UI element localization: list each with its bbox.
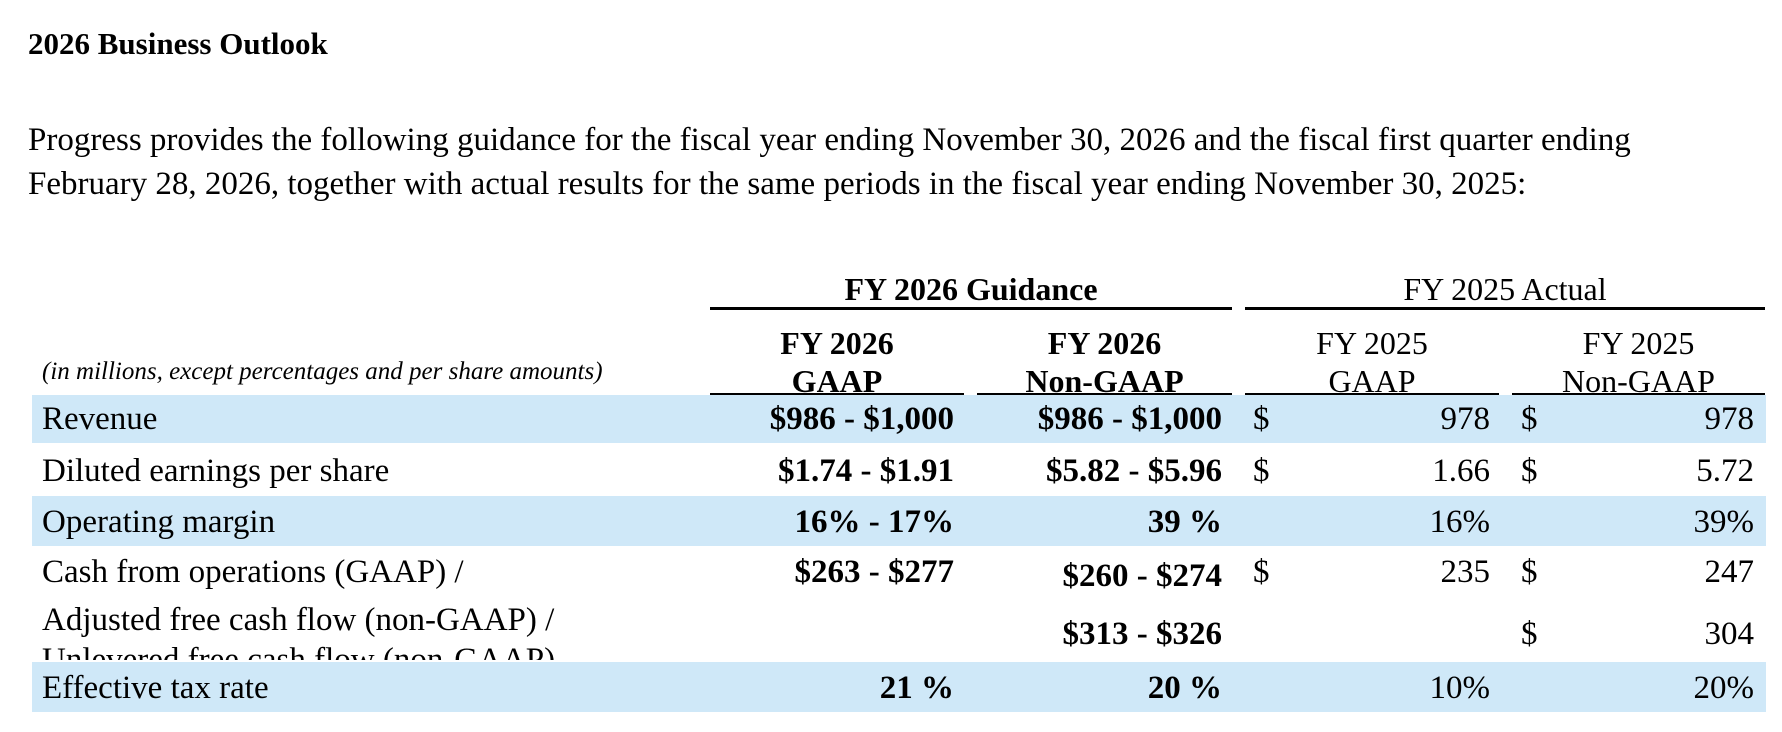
column-header-fy2025-gaap: FY 2025 GAAP — [1245, 324, 1499, 396]
table-row-diluted-eps: Diluted earnings per share $1.74 - $1.91… — [32, 445, 1766, 495]
fy2025-nongaap-value: 304 — [1704, 616, 1755, 652]
currency-symbol: $ — [1521, 453, 1538, 489]
fy2026-nongaap-value: 39 % — [1147, 504, 1222, 540]
intro-line: Progress provides the following guidance… — [28, 122, 1631, 158]
table-row-cash-from-operations: Cash from operations (GAAP) / $263 - $27… — [32, 548, 1766, 600]
currency-symbol: $ — [1253, 453, 1270, 489]
table-row-effective-tax-rate: Effective tax rate 21 % 20 % 10% 20% — [32, 662, 1766, 712]
fy2026-nongaap-value: $5.82 - $5.96 — [1046, 453, 1222, 489]
currency-symbol: $ — [1253, 401, 1270, 437]
group-header-actual: FY 2025 Actual — [1245, 271, 1765, 310]
currency-symbol: $ — [1521, 401, 1538, 437]
column-header-fy2026-gaap: FY 2026 GAAP — [710, 324, 964, 396]
fy2025-nongaap-value: 20% — [1693, 670, 1755, 706]
table-row-free-cash-flow: Adjusted free cash flow (non-GAAP) / Unl… — [32, 600, 1766, 660]
fy2025-gaap-value: 16% — [1429, 504, 1491, 540]
row-label: Effective tax rate — [42, 670, 269, 706]
currency-symbol: $ — [1521, 616, 1538, 652]
fy2025-gaap-value: 10% — [1429, 670, 1491, 706]
units-note: (in millions, except percentages and per… — [42, 358, 603, 385]
column-header-fy2025-nongaap: FY 2025 Non-GAAP — [1512, 324, 1765, 396]
fy2025-gaap-value: 978 — [1440, 401, 1491, 437]
section-heading: 2026 Business Outlook — [28, 26, 328, 61]
currency-symbol: $ — [1253, 554, 1270, 590]
fy2025-gaap-value: 235 — [1440, 554, 1491, 590]
table-row-operating-margin: Operating margin 16% - 17% 39 % 16% 39% — [32, 496, 1766, 546]
fy2026-gaap-value: $1.74 - $1.91 — [778, 453, 954, 489]
fy2026-nongaap-value: 20 % — [1147, 670, 1222, 706]
fy2026-gaap-value: 21 % — [879, 670, 954, 706]
row-label: Diluted earnings per share — [42, 453, 390, 489]
fy2025-nongaap-value: 247 — [1704, 554, 1755, 590]
group-header-guidance: FY 2026 Guidance — [710, 271, 1232, 310]
fy2026-nongaap-value: $260 - $274 — [1062, 558, 1223, 594]
fy2025-gaap-value: 1.66 — [1432, 453, 1490, 489]
fy2026-gaap-value: 16% - 17% — [794, 504, 955, 540]
fy2026-nongaap-value: $313 - $326 — [1062, 616, 1223, 652]
row-label: Operating margin — [42, 504, 276, 540]
table-row-revenue: Revenue $986 - $1,000 $986 - $1,000 $ 97… — [32, 395, 1766, 443]
fy2026-gaap-value: $263 - $277 — [794, 554, 955, 590]
fy2025-nongaap-value: 5.72 — [1696, 453, 1754, 489]
currency-symbol: $ — [1521, 554, 1538, 590]
row-label: Cash from operations (GAAP) / — [42, 554, 464, 590]
fy2025-nongaap-value: 39% — [1693, 504, 1755, 540]
row-label: Adjusted free cash flow (non-GAAP) / Unl… — [42, 602, 556, 660]
column-header-fy2026-nongaap: FY 2026 Non-GAAP — [977, 324, 1232, 396]
intro-line: February 28, 2026, together with actual … — [28, 166, 1527, 202]
fy2025-nongaap-value: 978 — [1704, 401, 1755, 437]
intro-paragraph: Progress provides the following guidance… — [28, 118, 1728, 206]
fy2026-nongaap-value: $986 - $1,000 — [1037, 401, 1222, 437]
fy2026-gaap-value: $986 - $1,000 — [769, 401, 954, 437]
row-label: Revenue — [42, 401, 158, 437]
